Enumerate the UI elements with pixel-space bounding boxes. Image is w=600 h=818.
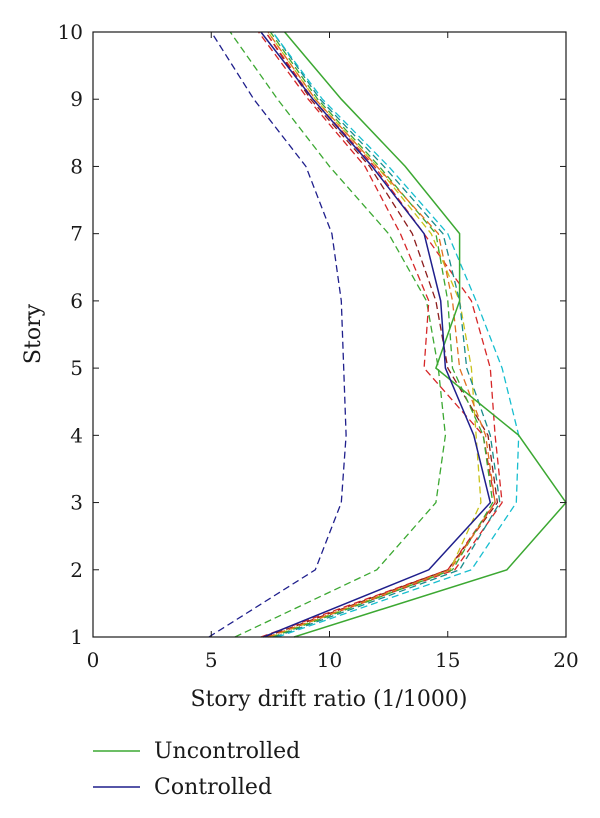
x-tick-label: 0	[87, 648, 100, 672]
y-axis-title: Story	[21, 303, 46, 364]
series-line-3	[208, 31, 347, 638]
ticks-layer: 0 5 10 15 20 1 2 3 4 5 6 7 8 9 10	[58, 20, 579, 672]
x-tick-label: 5	[205, 648, 218, 672]
series-line-7	[265, 31, 503, 638]
series-line-6	[265, 31, 499, 638]
y-tick-label: 7	[70, 222, 83, 246]
x-tick-label: 10	[317, 648, 342, 672]
y-tick-label: 3	[70, 491, 83, 515]
series-layer	[208, 31, 567, 638]
series-line-12	[267, 31, 496, 638]
x-axis-title: Story drift ratio (1/1000)	[190, 687, 467, 712]
x-tick-label: 15	[435, 648, 460, 672]
y-tick-label: 8	[70, 154, 83, 178]
plot-frame	[92, 31, 567, 638]
series-line-10	[272, 31, 501, 638]
series-line-1-uncontrolled	[284, 31, 567, 638]
series-line-9	[269, 31, 494, 638]
series-line-11	[272, 31, 520, 638]
series-line-4	[229, 31, 447, 638]
series-line-5	[257, 31, 496, 638]
series-line-2-controlled	[260, 31, 492, 638]
y-tick-label: 9	[70, 87, 83, 111]
y-tick-label: 4	[70, 423, 83, 447]
y-tick-label: 10	[58, 20, 83, 44]
y-tick-label: 5	[70, 356, 83, 380]
x-tick-label: 20	[553, 648, 578, 672]
legend-label-controlled: Controlled	[154, 775, 272, 800]
y-tick-label: 6	[70, 289, 83, 313]
series-line-8	[267, 31, 482, 638]
legend: Uncontrolled Controlled	[93, 739, 300, 800]
y-tick-label: 2	[70, 558, 83, 582]
legend-label-uncontrolled: Uncontrolled	[154, 739, 300, 764]
y-tick-label: 1	[70, 625, 83, 649]
